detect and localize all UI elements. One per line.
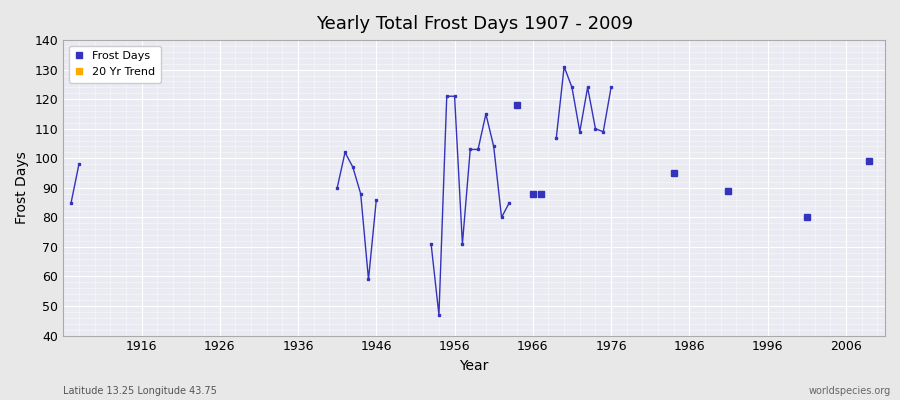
Title: Yearly Total Frost Days 1907 - 2009: Yearly Total Frost Days 1907 - 2009 — [316, 15, 633, 33]
Y-axis label: Frost Days: Frost Days — [15, 152, 29, 224]
Text: Latitude 13.25 Longitude 43.75: Latitude 13.25 Longitude 43.75 — [63, 386, 217, 396]
X-axis label: Year: Year — [460, 359, 489, 373]
Text: worldspecies.org: worldspecies.org — [809, 386, 891, 396]
Legend: Frost Days, 20 Yr Trend: Frost Days, 20 Yr Trend — [68, 46, 161, 82]
